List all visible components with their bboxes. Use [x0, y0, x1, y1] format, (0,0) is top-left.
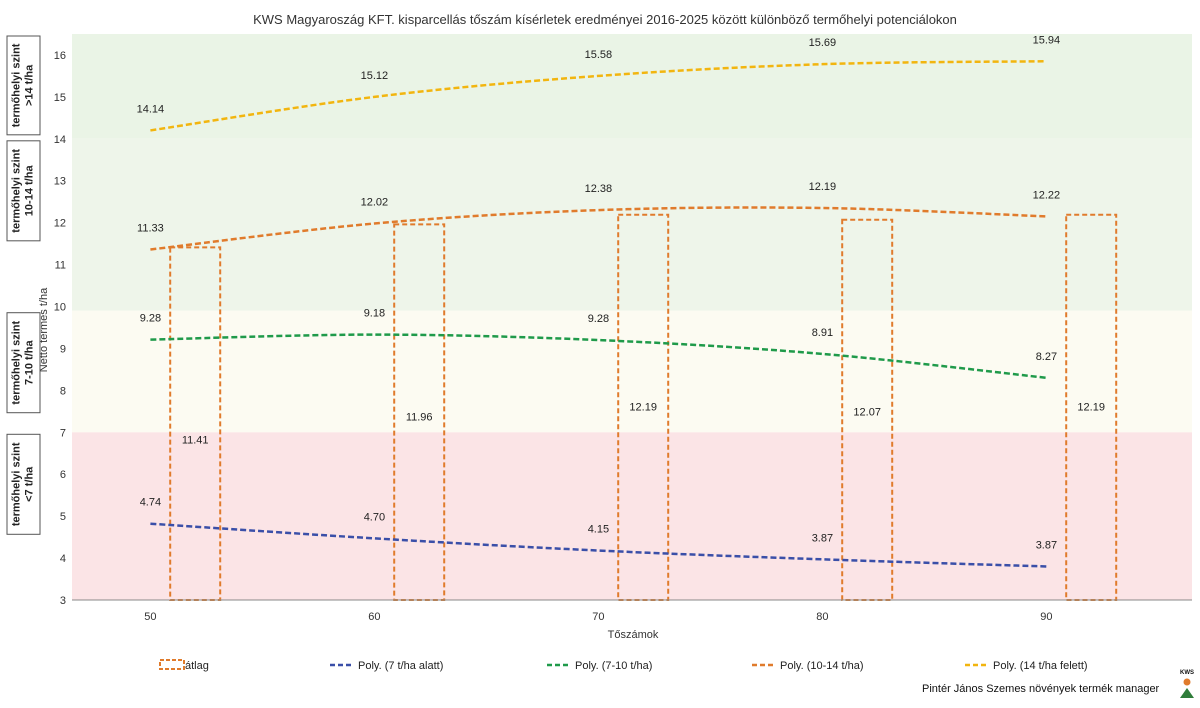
series-layer [150, 60, 1047, 568]
zone-band [72, 138, 1192, 311]
data-label: 9.28 [140, 313, 161, 325]
data-label: 9.28 [588, 313, 609, 325]
bar-value-label: 12.19 [1077, 402, 1105, 414]
trend-line [150, 60, 1047, 132]
x-tick-label: 70 [592, 611, 604, 623]
zone-label-line1: termőhelyi szint [11, 43, 23, 127]
y-tick-label: 13 [54, 176, 66, 188]
chart-title: KWS Magyaroszág KFT. kisparcellás tőszám… [253, 12, 957, 27]
logo-text: KWS [1180, 670, 1194, 676]
y-tick-label: 8 [60, 385, 66, 397]
data-label: 12.38 [585, 183, 613, 195]
y-tick-label: 14 [54, 134, 66, 146]
bar-atlag [841, 218, 894, 602]
y-tick-label: 15 [54, 92, 66, 104]
data-label: 4.15 [588, 524, 609, 536]
data-label: 15.58 [585, 49, 613, 61]
y-tick-label: 3 [60, 595, 66, 607]
kws-logo: KWS [1180, 670, 1194, 698]
zone-label-line2: 10-14 t/ha [24, 165, 36, 217]
zone-label-box [6, 140, 41, 242]
legend-label-atlag: átlag [185, 660, 209, 672]
axis-layer: 3 4 5 6 7 8 9 10 11 12 13 14 15 16 50 60 70 80 90 [54, 50, 1192, 623]
legend-label: Poly. (14 t/ha felett) [993, 660, 1088, 672]
data-label: 3.87 [1036, 539, 1057, 551]
trend-line [150, 522, 1047, 568]
data-label: 12.02 [361, 197, 389, 209]
data-label: 15.94 [1033, 34, 1061, 46]
data-label: 15.12 [361, 70, 389, 82]
data-label: 12.19 [809, 181, 837, 193]
y-axis-title: Netto termés t/ha [38, 287, 50, 372]
x-tick-label: 50 [144, 611, 156, 623]
x-tick-label: 80 [816, 611, 828, 623]
zone-label-box [6, 35, 41, 136]
zone-band [72, 432, 1192, 600]
y-tick-label: 6 [60, 469, 66, 481]
zone-band [72, 34, 1192, 139]
zone-label-line1: termőhelyi szint [11, 442, 23, 526]
data-label: 4.70 [364, 511, 385, 523]
data-label: 14.14 [137, 103, 165, 115]
zone-label-box [6, 312, 41, 414]
bar-value-label: 12.07 [853, 407, 881, 419]
zone-band [72, 310, 1192, 433]
legend-label: Poly. (7-10 t/ha) [575, 660, 652, 672]
data-label: 3.87 [812, 532, 833, 544]
data-label: 4.74 [140, 497, 161, 509]
labels-layer: 11.41 11.96 12.19 12.07 12.19 4.74 4.70 4.15 3.8… [137, 34, 1105, 551]
zone-label-line2: <7 t/ha [24, 466, 36, 502]
bar-value-label: 12.19 [629, 402, 657, 414]
data-label: 8.27 [1036, 351, 1057, 363]
logo-plant-icon [1180, 688, 1194, 698]
data-label: 15.69 [809, 37, 837, 49]
y-tick-label: 5 [60, 511, 66, 523]
trend-line [150, 206, 1047, 251]
legend-label: Poly. (10-14 t/ha) [780, 660, 864, 672]
bar-value-label: 11.41 [182, 434, 209, 446]
y-tick-label: 16 [54, 50, 66, 62]
zone-label-box [6, 433, 41, 535]
zone-label-line2: >14 t/ha [24, 64, 36, 106]
x-tick-label: 90 [1040, 611, 1052, 623]
y-tick-label: 4 [60, 553, 66, 565]
data-label: 11.33 [137, 222, 164, 234]
data-label: 9.18 [364, 308, 385, 320]
bar-value-label: 11.96 [406, 411, 433, 423]
y-tick-label: 12 [54, 218, 66, 230]
author-credit: Pintér János Szemes növények termék mana… [922, 683, 1160, 695]
zone-label-line1: termőhelyi szint [11, 149, 23, 233]
x-tick-label: 60 [368, 611, 380, 623]
x-axis-title: Tőszámok [608, 629, 659, 641]
zones-layer [72, 34, 1192, 600]
logo-sun-icon [1183, 678, 1191, 686]
zone-label-line1: termőhelyi szint [11, 321, 23, 405]
data-label: 8.91 [812, 327, 833, 339]
zone-label-line2: 7-10 t/ha [24, 340, 36, 386]
y-tick-label: 10 [54, 302, 66, 314]
legend-label: Poly. (7 t/ha alatt) [358, 660, 443, 672]
data-label: 12.22 [1033, 189, 1061, 201]
legend-swatch-atlag [159, 659, 185, 670]
y-tick-label: 11 [55, 260, 66, 272]
trend-line [150, 333, 1047, 380]
legend-layer: átlag Poly. (7 t/ha alatt) Poly. (7-10 t/h… [159, 659, 1088, 672]
y-tick-label: 9 [60, 343, 66, 355]
y-tick-label: 7 [60, 427, 66, 439]
